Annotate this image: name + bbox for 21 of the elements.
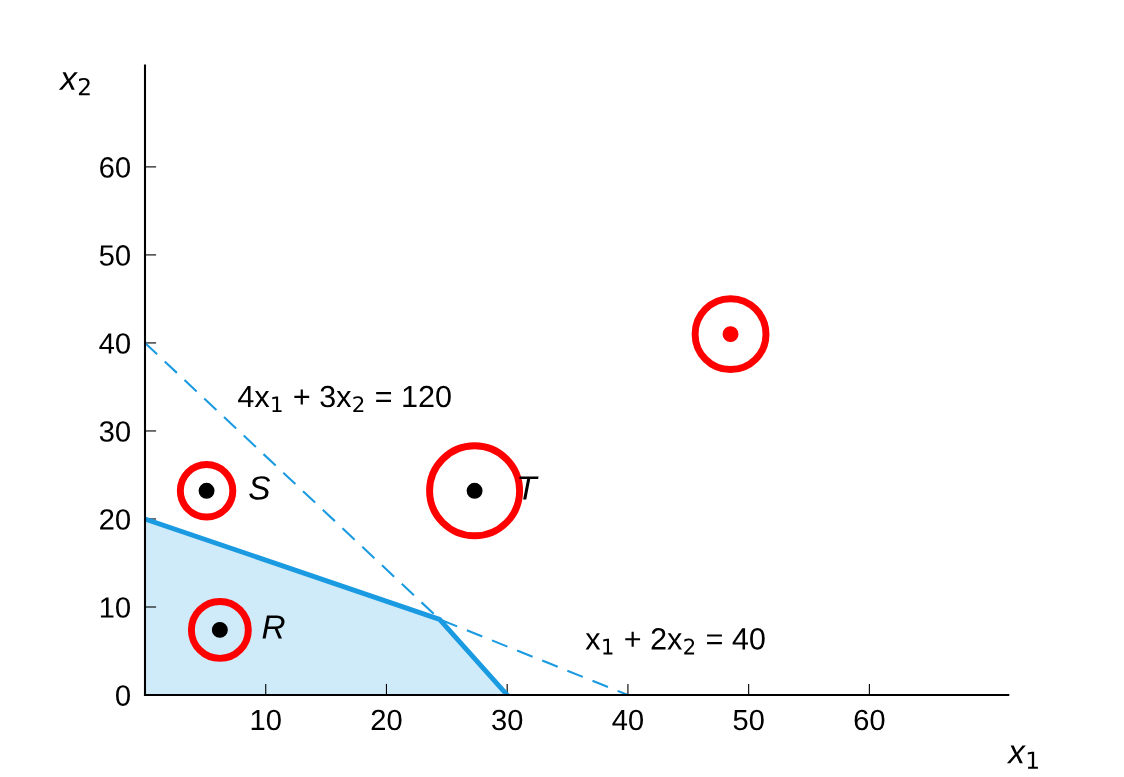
y-tick-label: 0 [116, 685, 130, 706]
x-tick-label: 40 [612, 709, 643, 731]
point [466, 482, 483, 499]
y-tick-label: 30 [99, 421, 130, 442]
y-tick-label: 20 [100, 509, 130, 530]
y-axis-title: x$_{2}$ [58, 72, 90, 96]
y-tick-label: 10 [100, 597, 130, 618]
x-tick-label: 50 [733, 709, 764, 731]
annotation: R [262, 615, 285, 639]
x-tick-label: 20 [371, 709, 402, 731]
annotation: S [249, 476, 271, 500]
x-axis-title: x$_{1}$ [1006, 745, 1038, 769]
y-tick-label: 50 [99, 245, 130, 266]
x-tick-label: 60 [854, 709, 885, 731]
x-tick-label: 10 [251, 709, 281, 731]
x-tick-label: 30 [492, 709, 523, 731]
y-tick-label: 60 [100, 157, 130, 178]
annotation: x$_{1}$ + 2x$_{2}$ = 40 [585, 628, 765, 655]
point [722, 326, 739, 343]
annotation: 4x$_{1}$ + 3x$_{2}$ = 120 [238, 385, 451, 413]
y-tick-label: 40 [99, 333, 130, 354]
